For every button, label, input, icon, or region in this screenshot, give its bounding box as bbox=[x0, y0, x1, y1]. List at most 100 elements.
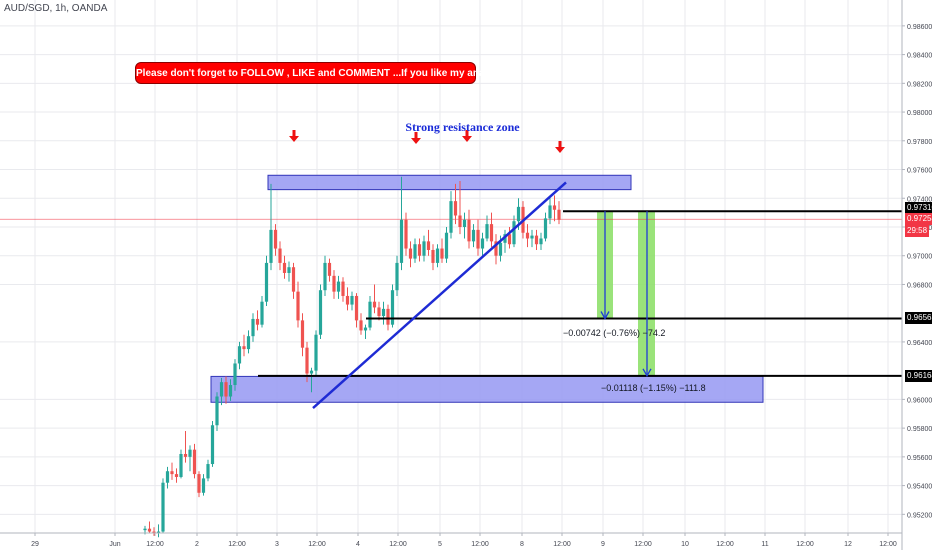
candle-body bbox=[143, 528, 147, 531]
candle-body bbox=[192, 449, 197, 475]
candle-body bbox=[296, 291, 300, 321]
candle-body bbox=[435, 248, 440, 263]
current-price-badge: 0.97254 bbox=[905, 213, 932, 225]
candle-body bbox=[287, 267, 291, 273]
candle-body bbox=[161, 482, 165, 532]
time-tick-label: 10 bbox=[681, 541, 689, 548]
candle-body bbox=[269, 229, 273, 263]
candle-body bbox=[444, 232, 449, 259]
candle-body bbox=[332, 275, 336, 292]
price-tick-label: 0.97000 bbox=[907, 254, 932, 261]
candle-body bbox=[449, 201, 453, 233]
candle-body bbox=[525, 232, 530, 239]
price-tick-label: 0.97400 bbox=[907, 196, 932, 203]
candle-body bbox=[548, 205, 552, 219]
red-down-arrow-2 bbox=[411, 132, 421, 144]
candle-body bbox=[453, 201, 458, 216]
candle-body bbox=[327, 262, 332, 276]
candle-body bbox=[170, 471, 174, 475]
time-tick-label: 3 bbox=[275, 541, 279, 548]
zone-layer bbox=[0, 174, 902, 403]
candle-body bbox=[498, 242, 503, 256]
candle-body bbox=[228, 385, 233, 397]
candle-body bbox=[147, 528, 152, 532]
time-tick-label: Jun bbox=[109, 541, 120, 548]
candle-body bbox=[336, 281, 341, 292]
price-tick-label: 0.98200 bbox=[907, 81, 932, 88]
time-tick-label: 12:00 bbox=[796, 541, 814, 548]
time-tick-label: 12:00 bbox=[716, 541, 734, 548]
candle-body bbox=[341, 281, 345, 296]
candle-body bbox=[206, 464, 210, 479]
time-tick-label: 12:00 bbox=[879, 541, 897, 548]
price-tick-label: 0.95400 bbox=[907, 484, 932, 491]
symbol-label: AUD/SGD, 1h, OANDA bbox=[4, 3, 108, 14]
bar-countdown-badge: 29:58 bbox=[905, 225, 930, 237]
candle-body bbox=[399, 219, 404, 263]
price-tick-label: 0.98400 bbox=[907, 53, 932, 60]
red-down-arrow-1 bbox=[289, 130, 299, 142]
time-tick-label: 4 bbox=[356, 541, 360, 548]
candle-body bbox=[422, 241, 426, 256]
candle-body bbox=[507, 234, 512, 245]
candle-body bbox=[246, 336, 251, 350]
candle-body bbox=[390, 290, 395, 325]
candle-body bbox=[174, 474, 179, 477]
support-zone bbox=[210, 375, 764, 403]
candle-body bbox=[530, 235, 534, 239]
candle-body bbox=[251, 318, 255, 337]
candle-body bbox=[183, 453, 188, 457]
candle-body bbox=[539, 238, 543, 245]
candle-body bbox=[156, 531, 161, 533]
candle-body bbox=[543, 218, 548, 239]
candle-body bbox=[431, 249, 435, 263]
red-down-arrow-3 bbox=[462, 130, 472, 142]
candle-body bbox=[188, 449, 192, 457]
price-tick-label: 0.97800 bbox=[907, 139, 932, 146]
price-tick-label: 0.95600 bbox=[907, 455, 932, 462]
candle-body bbox=[462, 219, 467, 227]
candle-body bbox=[291, 267, 296, 292]
target-arrow-2-head bbox=[642, 368, 652, 378]
candle-body bbox=[323, 262, 327, 291]
candle-body bbox=[404, 219, 408, 249]
candle-body bbox=[305, 347, 309, 374]
candle-body bbox=[201, 478, 206, 493]
follow-banner: Please don't forget to FOLLOW , LIKE and… bbox=[135, 62, 513, 84]
candle-body bbox=[458, 215, 462, 227]
candle-body bbox=[386, 308, 390, 325]
target-measure-label-1: −0.00742 (−0.76%) −74.2 bbox=[563, 328, 666, 338]
candle-body bbox=[264, 262, 269, 302]
candle-body bbox=[314, 334, 318, 371]
time-tick-label: 12 bbox=[844, 541, 852, 548]
candle-body bbox=[516, 206, 521, 222]
candle-body bbox=[233, 363, 237, 386]
candle-body bbox=[273, 229, 278, 249]
candle-body bbox=[426, 241, 431, 250]
candle-body bbox=[381, 308, 386, 317]
candle-body bbox=[534, 235, 539, 245]
candle-body bbox=[485, 224, 489, 239]
candle-body bbox=[255, 318, 260, 325]
candle-body bbox=[467, 219, 471, 242]
candle-body bbox=[408, 248, 413, 259]
candle-body bbox=[165, 471, 170, 483]
price-tick-label: 0.96400 bbox=[907, 340, 932, 347]
time-tick-label: 2 bbox=[195, 541, 199, 548]
candle-body bbox=[152, 531, 156, 533]
candle-body bbox=[278, 248, 282, 263]
candle-body bbox=[368, 301, 372, 328]
time-tick-label: 8 bbox=[520, 541, 524, 548]
price-tick-label: 0.95800 bbox=[907, 426, 932, 433]
time-tick-label: 12:00 bbox=[146, 541, 164, 548]
candle-body bbox=[318, 290, 323, 335]
candle-body bbox=[350, 295, 354, 305]
target-arrow-1-head bbox=[600, 311, 610, 320]
price-tick-label: 0.95200 bbox=[907, 512, 932, 519]
candle-body bbox=[179, 453, 183, 477]
price-tick-label: 0.96800 bbox=[907, 282, 932, 289]
